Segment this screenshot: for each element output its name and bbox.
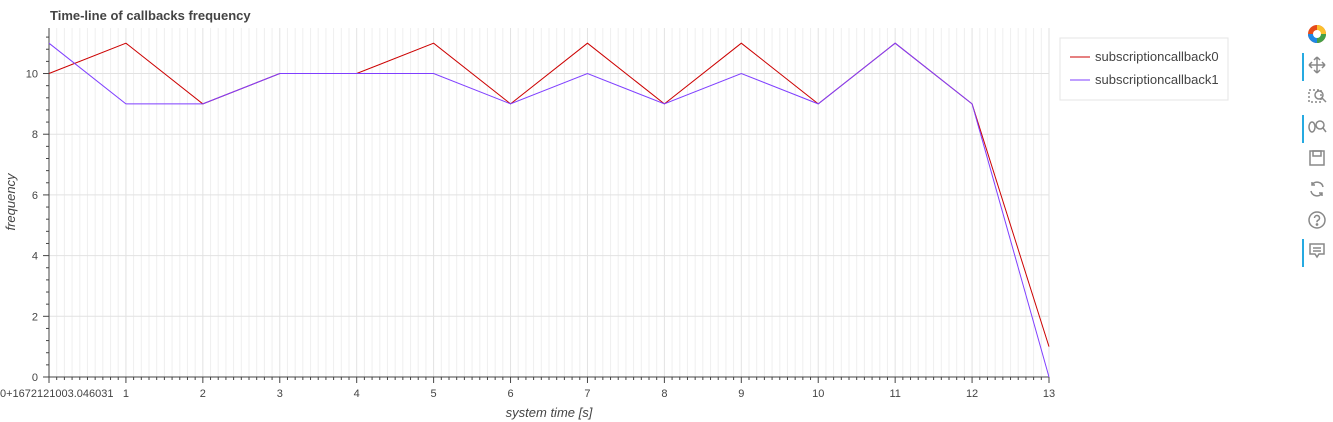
legend-label: subscriptioncallback0 — [1095, 49, 1219, 64]
legend: subscriptioncallback0 subscriptioncallbac… — [1059, 37, 1229, 101]
x-tick-label: 6 — [507, 388, 513, 400]
legend-box — [1059, 37, 1229, 101]
x-tick-label: 3 — [277, 388, 283, 400]
x-tick-label: 11 — [889, 388, 900, 400]
y-axis-ticks: 0 2 4 6 8 10 — [26, 36, 49, 384]
box-zoom-tool[interactable] — [1302, 84, 1332, 112]
x-tick-label: 2 — [200, 388, 206, 400]
bokeh-logo-tool[interactable] — [1302, 22, 1332, 50]
x-tick-label: 12 — [966, 388, 978, 400]
chart-title: Time-line of callbacks frequency — [50, 8, 251, 23]
help-tool[interactable] — [1302, 208, 1332, 236]
x-axis-ticks: 0+1672121003.046031 1 2 3 4 5 6 7 8 9 10 11 12 13 — [0, 377, 1055, 400]
grid — [48, 28, 1050, 378]
y-tick-label: 0 — [32, 372, 38, 384]
x-tick-label: 8 — [661, 388, 667, 400]
x-tick-label-origin: 0+1672121003.046031 — [0, 388, 113, 400]
y-tick-label: 4 — [32, 251, 38, 263]
box-zoom-icon — [1307, 86, 1327, 111]
toolbar — [1302, 22, 1332, 270]
x-tick-label: 7 — [584, 388, 590, 400]
x-tick-label: 13 — [1043, 388, 1055, 400]
chart: Time-line of callbacks frequency 0+16721… — [0, 8, 1229, 420]
hover-tool[interactable] — [1302, 239, 1332, 267]
pan-icon — [1307, 55, 1327, 80]
y-axis-label: frequency — [3, 172, 18, 231]
legend-label: subscriptioncallback1 — [1095, 72, 1219, 87]
y-tick-label: 10 — [26, 69, 38, 81]
bokeh-logo-icon — [1307, 24, 1327, 49]
save-tool[interactable] — [1302, 146, 1332, 174]
y-tick-label: 8 — [32, 129, 38, 141]
help-icon — [1307, 210, 1327, 235]
wheel-zoom-tool[interactable] — [1302, 115, 1332, 143]
x-tick-label: 9 — [738, 388, 744, 400]
pan-tool[interactable] — [1302, 53, 1332, 81]
wheel-zoom-icon — [1307, 117, 1327, 142]
x-tick-label: 4 — [354, 388, 360, 400]
x-axis-label: system time [s] — [506, 405, 593, 420]
x-tick-label: 5 — [431, 388, 437, 400]
series-lines — [48, 42, 1050, 378]
reset-tool[interactable] — [1302, 177, 1332, 205]
x-tick-label: 10 — [812, 388, 824, 400]
series-line-1 — [48, 42, 1050, 378]
y-tick-label: 6 — [32, 190, 38, 202]
y-tick-label: 2 — [32, 311, 38, 323]
x-tick-label: 1 — [123, 388, 129, 400]
save-icon — [1307, 148, 1327, 173]
hover-icon — [1307, 241, 1327, 266]
reset-icon — [1307, 179, 1327, 204]
